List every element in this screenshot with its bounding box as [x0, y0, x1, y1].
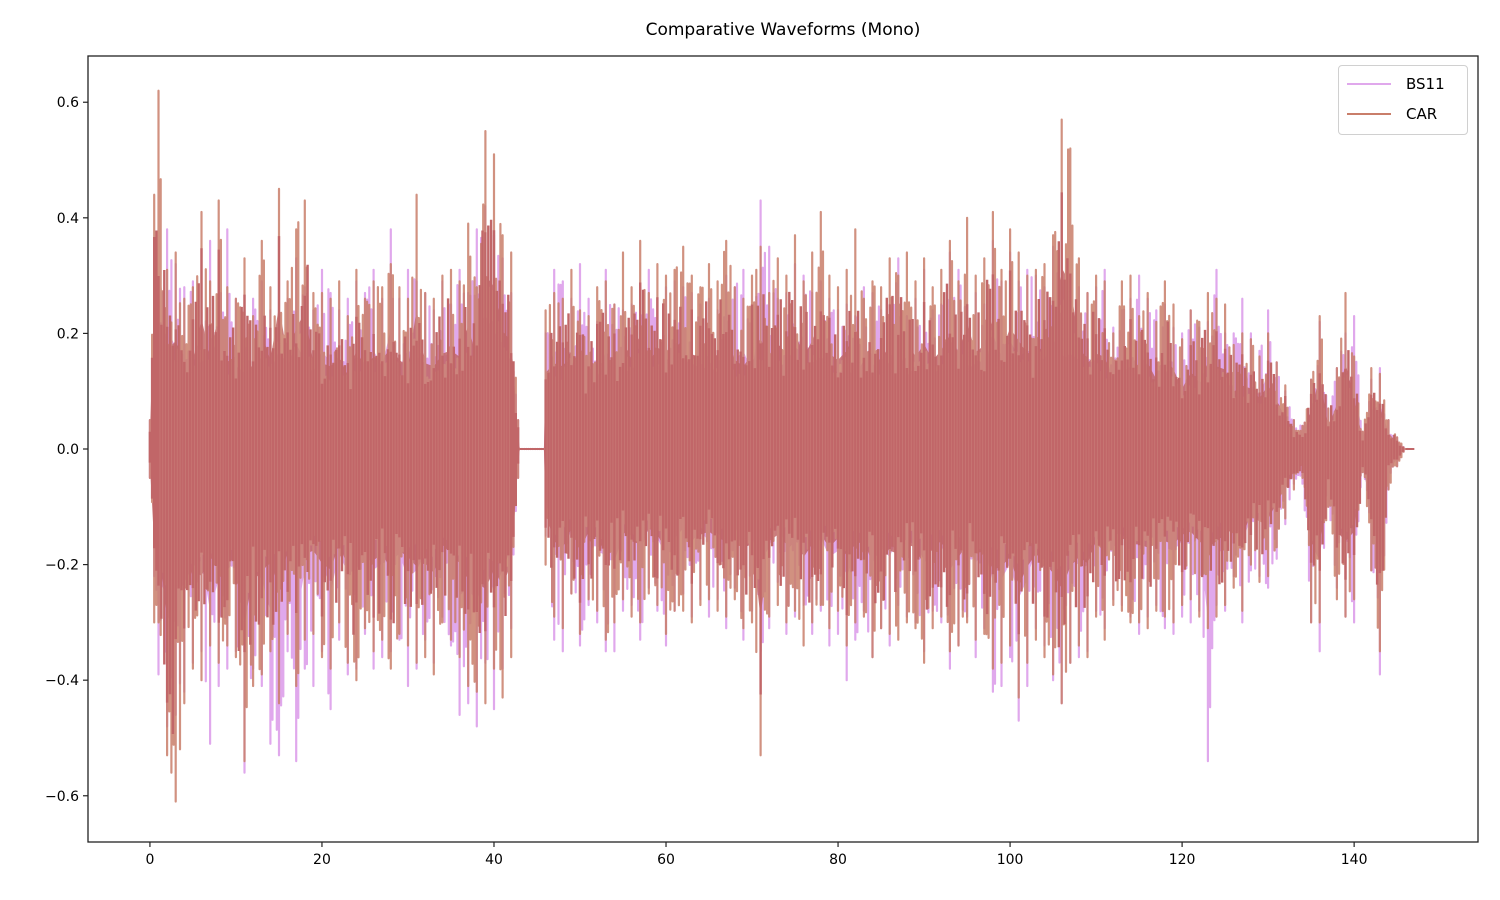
axes: 0 20 40 60 80 100 120 140 0.6 0.4 0.2 0.0 −0.2 −0.4 −0…: [45, 55, 1479, 868]
y-tick-label: −0.4: [45, 673, 79, 689]
chart-title: Comparative Waveforms (Mono): [645, 20, 921, 40]
y-tick-label: −0.2: [45, 558, 79, 574]
legend-swatch-bs11-icon: [1347, 83, 1391, 85]
y-tick-label: −0.6: [45, 789, 79, 805]
x-tick-label: 140: [1341, 852, 1368, 868]
y-tick-label: 0.4: [57, 211, 79, 227]
legend-item-bs11: BS11: [1347, 72, 1445, 96]
legend-label-bs11: BS11: [1406, 75, 1445, 93]
x-tick-label: 20: [313, 852, 331, 868]
x-tick-label: 60: [657, 852, 675, 868]
y-tick-label: 0.6: [57, 95, 79, 111]
overlap-layer: [148, 192, 1405, 734]
x-tick-label: 100: [997, 852, 1024, 868]
waveform-series-layer: [148, 89, 1415, 803]
y-tick-label: 0.0: [57, 442, 79, 458]
x-tick-label: 0: [145, 852, 154, 868]
legend-item-car: CAR: [1347, 102, 1437, 126]
legend-swatch-car-icon: [1347, 113, 1391, 115]
x-tick-label: 80: [829, 852, 847, 868]
x-tick-label: 120: [1169, 852, 1196, 868]
x-tick-label: 40: [485, 852, 503, 868]
legend: BS11 CAR: [1338, 65, 1468, 135]
legend-label-car: CAR: [1406, 105, 1438, 123]
y-tick-label: 0.2: [57, 326, 79, 342]
